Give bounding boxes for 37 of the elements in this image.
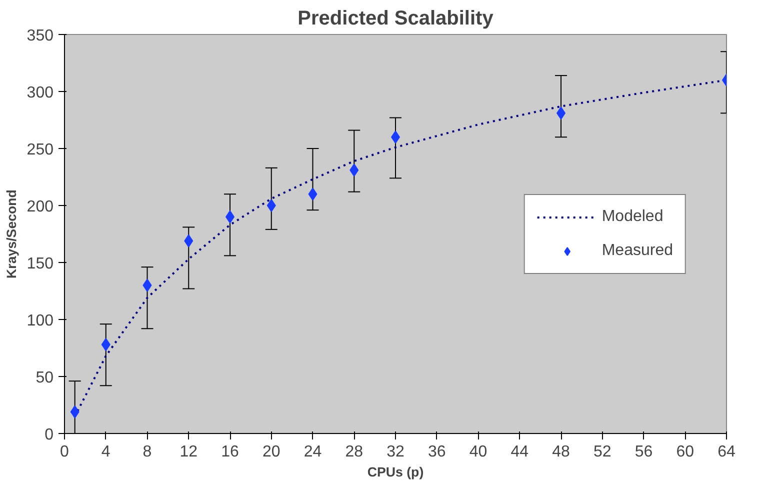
x-axis-title: CPUs (p) — [367, 464, 424, 480]
x-tick-label: 40 — [469, 444, 488, 460]
x-tick-label: 0 — [60, 444, 70, 460]
x-tick-label: 44 — [510, 444, 529, 460]
chart-title: Predicted Scalability — [298, 8, 494, 30]
x-tick-label: 24 — [304, 444, 322, 460]
y-tick-label: 300 — [26, 84, 54, 102]
point — [101, 338, 110, 352]
x-tick-label: 48 — [552, 444, 570, 460]
point — [184, 234, 194, 248]
y-tick-label: 100 — [26, 312, 54, 330]
x-tick-label: 64 — [718, 444, 736, 460]
x-tick-label: 36 — [428, 444, 446, 460]
point — [142, 278, 152, 292]
x-tick-label: 56 — [634, 444, 653, 460]
y-tick-label: 250 — [26, 142, 54, 158]
point — [350, 164, 359, 177]
x-tick-label: 8 — [142, 444, 152, 460]
y-tick-label: 150 — [26, 256, 54, 272]
x-tick-label: 52 — [593, 444, 612, 460]
point — [266, 199, 276, 212]
y-tick-label: 350 — [26, 28, 54, 44]
y-tick-label: 0 — [44, 426, 54, 444]
y-axis-title: Krays/Second — [4, 190, 19, 278]
point — [308, 188, 318, 201]
point — [70, 405, 80, 418]
y-tick-label: 50 — [36, 370, 54, 386]
x-tick-label: 32 — [386, 444, 404, 460]
x-tick-label: 12 — [180, 444, 198, 460]
y-tick-label: 200 — [26, 198, 54, 216]
legend-label: Modeled — [602, 208, 664, 226]
x-tick-label: 16 — [221, 444, 239, 460]
x-tick-label: 28 — [345, 444, 364, 460]
x-tick-label: 20 — [262, 444, 280, 460]
legend-label: Measured — [602, 242, 673, 260]
x-tick-label: 60 — [676, 444, 694, 460]
x-tick-label: 4 — [101, 444, 110, 460]
